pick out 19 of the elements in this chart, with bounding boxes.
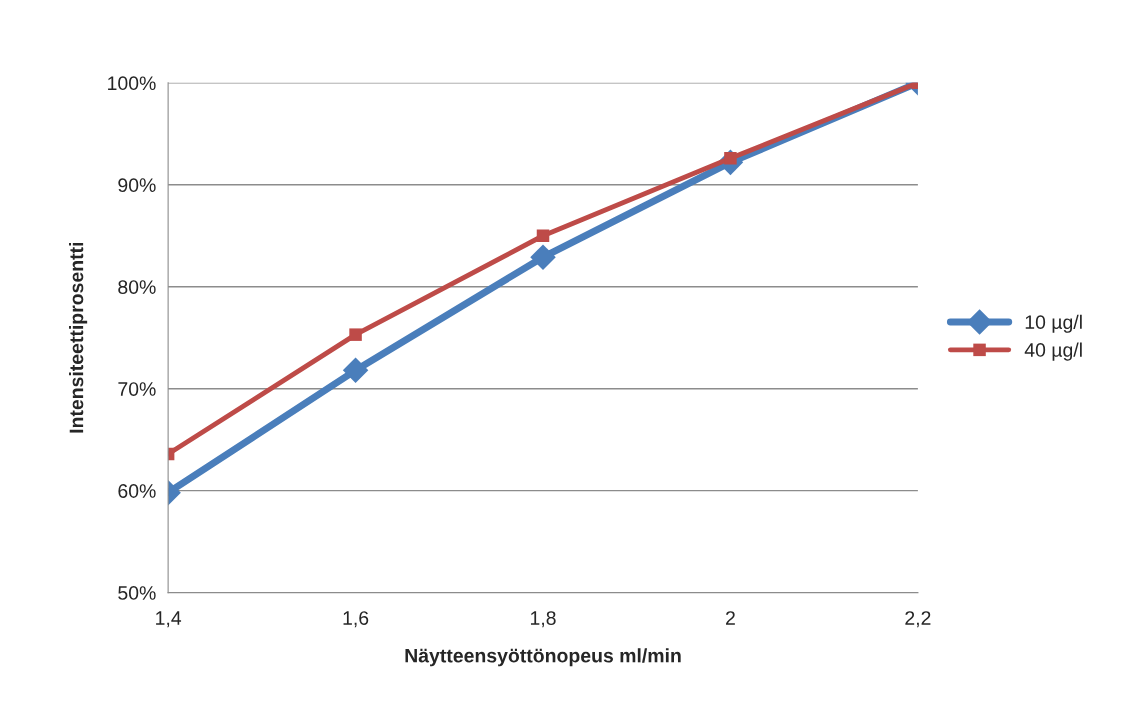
point (342, 357, 369, 384)
y-tick-label: 100% (108, 76, 156, 91)
x-tick-label: 1,6 (343, 611, 369, 628)
x-tick-label: 2,2 (905, 611, 931, 628)
y-tick-label: 50% (118, 586, 156, 600)
x-tick-label: 2 (726, 611, 735, 625)
x-tick-label: 1,4 (156, 611, 182, 628)
point (349, 328, 362, 341)
y-tick-label: 90% (118, 178, 156, 193)
y-tick-label: 60% (118, 484, 156, 498)
point (530, 244, 556, 270)
y-tick-label: 70% (118, 382, 156, 396)
x-axis-title: Näytteensyöttönopeus ml/min (405, 648, 681, 667)
point (536, 229, 550, 243)
y-axis-title: Intensiteettiprosentti (69, 242, 88, 433)
x-tick-label: 1,8 (530, 611, 556, 628)
legend-label: 10 µg/l (1025, 314, 1082, 333)
y-tick-label: 80% (118, 280, 156, 294)
legend-label: 40 µg/l (1024, 342, 1082, 361)
